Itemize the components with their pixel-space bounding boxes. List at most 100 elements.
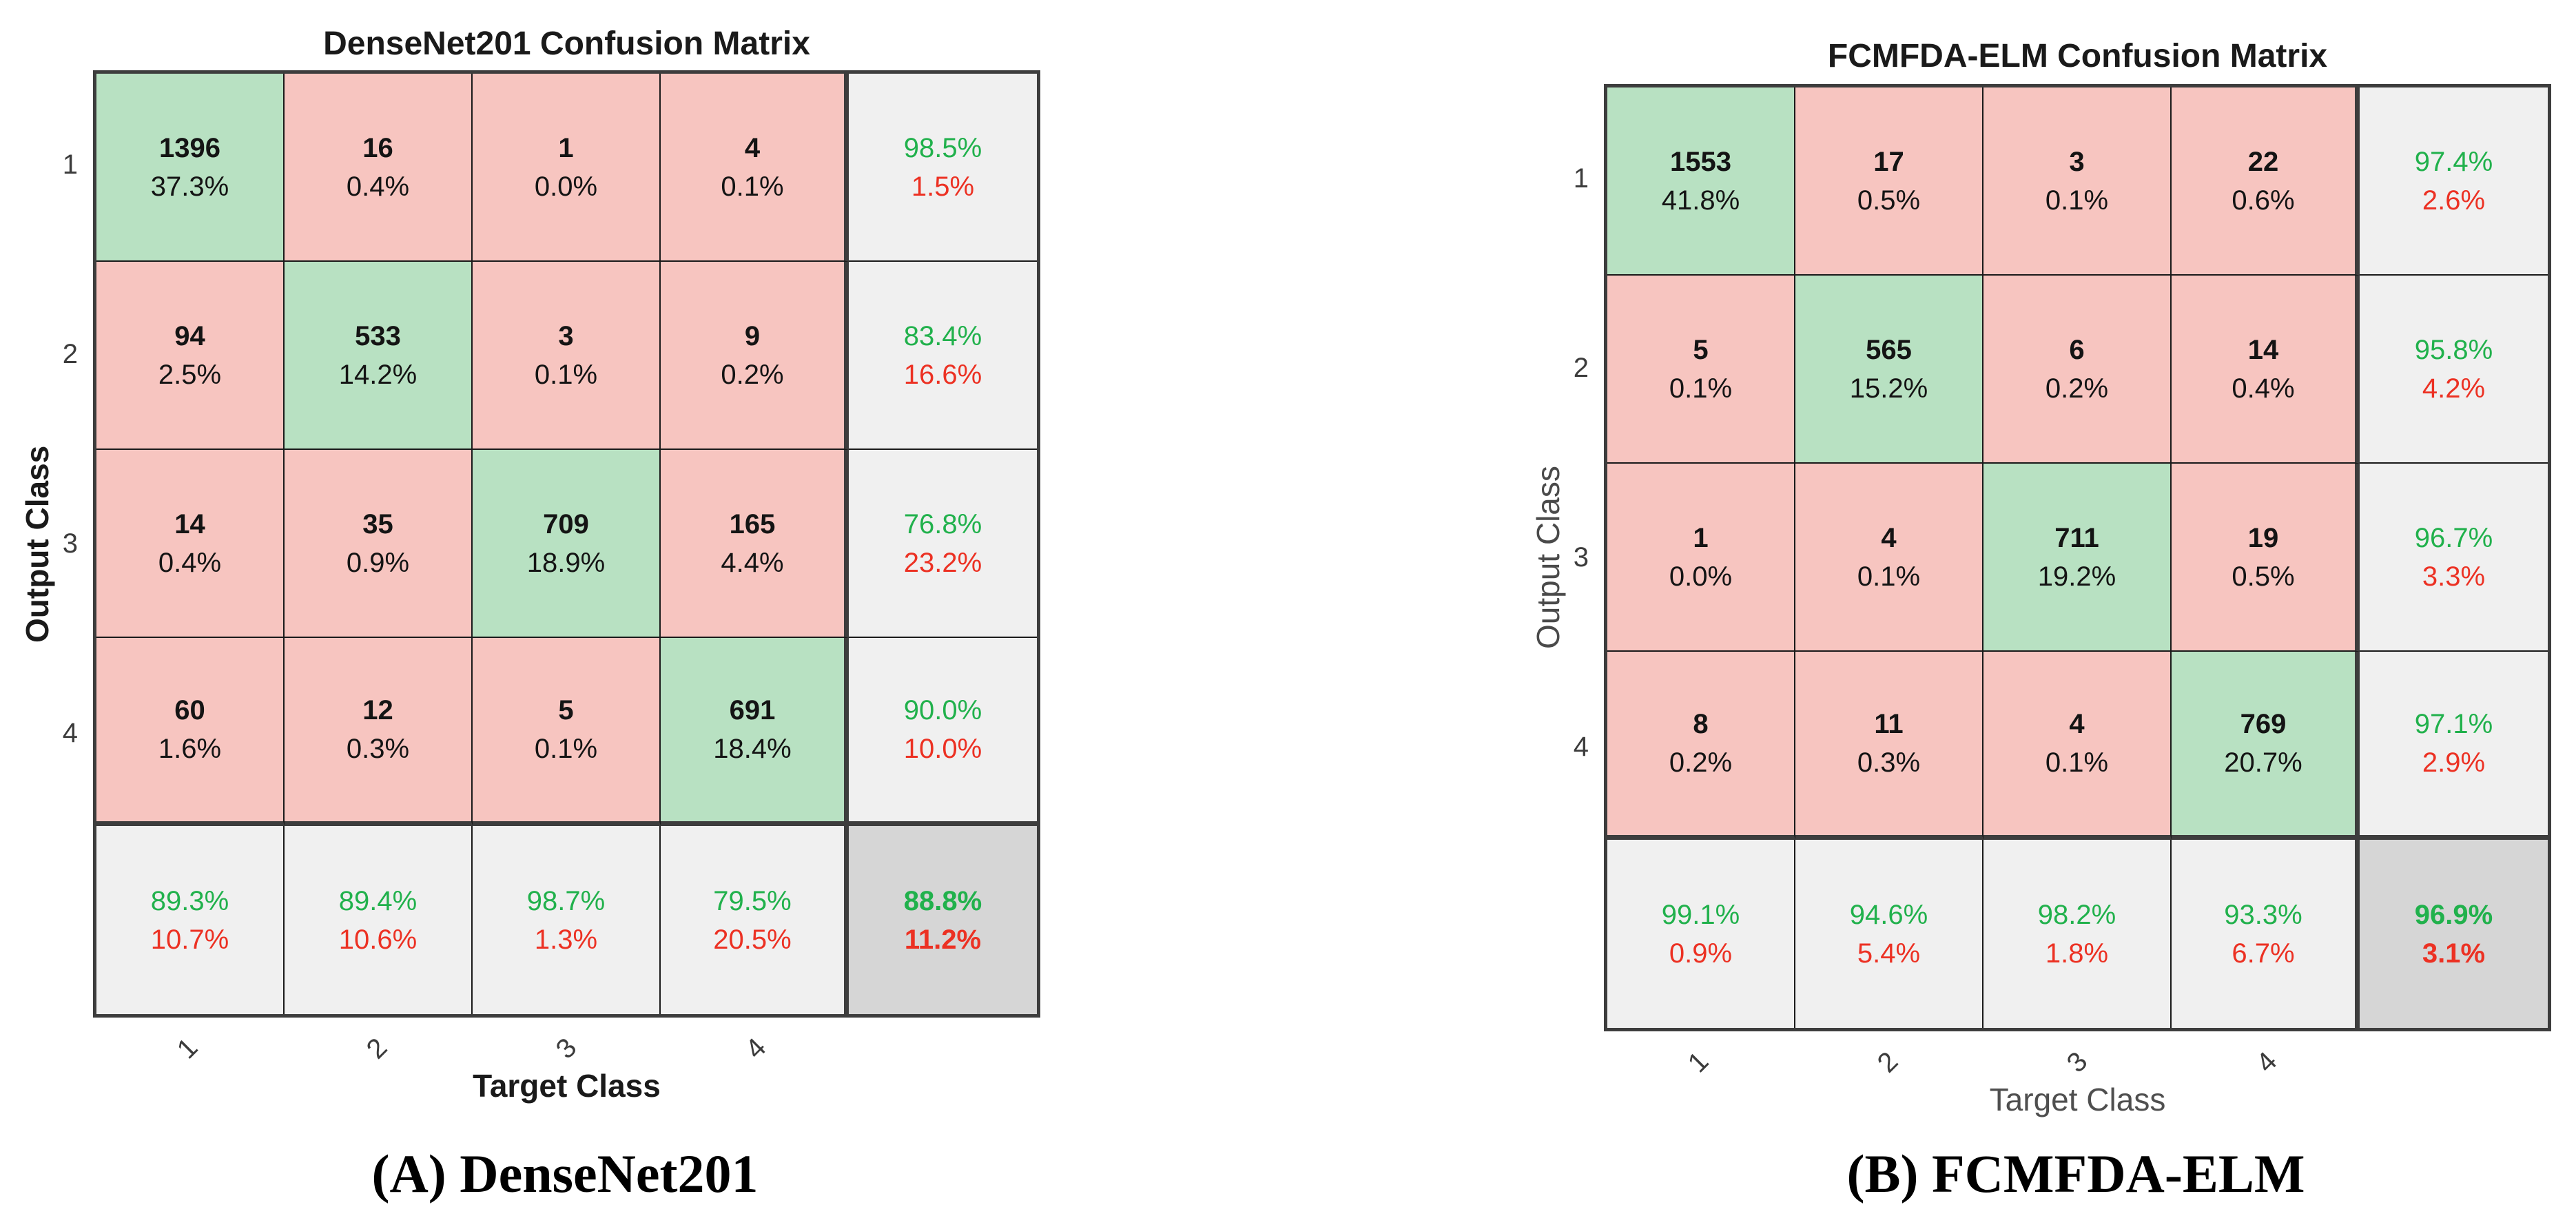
col-summary-1: 89.3% 10.7% — [96, 826, 285, 1014]
cell-count: 4 — [744, 132, 761, 163]
matrix-cell-r3c4: 19 0.5% — [2172, 464, 2360, 652]
cell-percent: 0.4% — [346, 171, 410, 202]
cell-count: 35 — [362, 508, 393, 539]
matrix-cell-r4c3: 4 0.1% — [1983, 652, 2172, 840]
cell-percent: 0.2% — [2045, 373, 2109, 404]
cell-percent: 0.6% — [2232, 185, 2295, 216]
matrix-cell-r2c2: 565 15.2% — [1795, 276, 1983, 464]
x-tick-1: 1 — [171, 1032, 204, 1065]
matrix-cell-r1c4: 4 0.1% — [661, 74, 849, 262]
cell-count: 1 — [558, 132, 574, 163]
cell-count: 709 — [543, 508, 589, 539]
cell-count: 17 — [1873, 146, 1904, 177]
summary-error-pct: 0.9% — [1669, 938, 1733, 969]
y-tick-3: 3 — [1573, 542, 1589, 573]
overall-accuracy-pct: 96.9% — [2414, 899, 2493, 930]
matrix-cell-r3c3: 711 19.2% — [1983, 464, 2172, 652]
cell-percent: 0.2% — [721, 359, 784, 390]
cell-percent: 0.3% — [1857, 747, 1921, 778]
summary-correct-pct: 94.6% — [1849, 899, 1928, 930]
cell-count: 6 — [2069, 334, 2085, 365]
cell-percent: 20.7% — [2224, 747, 2302, 778]
summary-error-pct: 20.5% — [713, 924, 792, 955]
col-summary-4: 79.5% 20.5% — [661, 826, 849, 1014]
x-tick-4: 4 — [739, 1032, 772, 1065]
x-axis-label: Target Class — [473, 1068, 661, 1104]
cell-percent: 18.4% — [713, 734, 792, 764]
summary-correct-pct: 76.8% — [903, 508, 982, 539]
cell-percent: 18.9% — [526, 547, 606, 578]
col-summary-2: 89.4% 10.6% — [285, 826, 473, 1014]
summary-error-pct: 5.4% — [1857, 938, 1921, 969]
overall-accuracy-cell: 88.8% 11.2% — [849, 826, 1037, 1014]
summary-error-pct: 2.9% — [2422, 747, 2486, 778]
summary-correct-pct: 89.4% — [338, 885, 418, 916]
matrix-cell-r3c3: 709 18.9% — [473, 450, 661, 638]
matrix-cell-r2c4: 14 0.4% — [2172, 276, 2360, 464]
cell-percent: 0.4% — [2232, 373, 2295, 404]
cell-count: 3 — [2069, 146, 2085, 177]
summary-error-pct: 6.7% — [2232, 938, 2295, 969]
confusion-matrix-grid: 1553 41.8% 17 0.5% 3 0.1% 22 0.6% 97.4% 2.6% 5 0.1%… — [1604, 84, 2551, 1031]
cell-percent: 0.1% — [1857, 561, 1921, 592]
y-axis-ticks: 1 2 3 4 — [1547, 84, 1589, 1031]
col-summary-2: 94.6% 5.4% — [1795, 840, 1983, 1028]
summary-correct-pct: 96.7% — [2414, 522, 2493, 553]
cell-percent: 15.2% — [1849, 373, 1928, 404]
matrix-cell-r1c1: 1553 41.8% — [1607, 87, 1795, 276]
x-axis-ticks: 1 2 3 4 — [93, 1028, 1040, 1076]
figure-caption: (B) FCMFDA-ELM — [1846, 1144, 2305, 1204]
cell-percent: 0.0% — [1669, 561, 1733, 592]
cell-count: 4 — [2069, 709, 2085, 739]
cell-count: 22 — [2247, 146, 2279, 177]
matrix-cell-r4c1: 60 1.6% — [96, 638, 285, 826]
cell-percent: 0.0% — [534, 171, 598, 202]
cell-percent: 0.1% — [1669, 373, 1733, 404]
overall-accuracy-cell: 96.9% 3.1% — [2360, 840, 2548, 1028]
cell-percent: 0.5% — [2232, 561, 2295, 592]
summary-error-pct: 1.8% — [2045, 938, 2109, 969]
summary-error-pct: 23.2% — [903, 547, 982, 578]
summary-error-pct: 2.6% — [2422, 185, 2486, 216]
y-tick-2: 2 — [1573, 353, 1589, 383]
x-tick-3: 3 — [2061, 1046, 2094, 1079]
matrix-cell-r1c4: 22 0.6% — [2172, 87, 2360, 276]
y-axis-label: Output Class — [19, 445, 55, 643]
cell-count: 14 — [2247, 334, 2279, 365]
cell-count: 769 — [2240, 709, 2287, 739]
cell-percent: 19.2% — [2037, 561, 2116, 592]
summary-error-pct: 16.6% — [903, 359, 982, 390]
row-summary-1: 98.5% 1.5% — [849, 74, 1037, 262]
matrix-cell-r2c4: 9 0.2% — [661, 262, 849, 450]
cell-percent: 14.2% — [338, 359, 418, 390]
matrix-cell-r4c2: 12 0.3% — [285, 638, 473, 826]
row-summary-4: 90.0% 10.0% — [849, 638, 1037, 826]
row-summary-4: 97.1% 2.9% — [2360, 652, 2548, 840]
cell-percent: 0.1% — [721, 171, 784, 202]
summary-error-pct: 1.3% — [534, 924, 598, 955]
cell-percent: 0.9% — [346, 547, 410, 578]
cell-percent: 0.5% — [1857, 185, 1921, 216]
overall-error-pct: 11.2% — [904, 924, 982, 955]
cell-count: 533 — [355, 320, 401, 351]
y-tick-4: 4 — [1573, 732, 1589, 762]
matrix-cell-r2c1: 94 2.5% — [96, 262, 285, 450]
summary-correct-pct: 95.8% — [2414, 334, 2493, 365]
cell-count: 691 — [729, 695, 776, 725]
col-summary-4: 93.3% 6.7% — [2172, 840, 2360, 1028]
matrix-cell-r4c4: 769 20.7% — [2172, 652, 2360, 840]
matrix-cell-r4c4: 691 18.4% — [661, 638, 849, 826]
cell-percent: 0.1% — [2045, 185, 2109, 216]
y-tick-3: 3 — [62, 528, 78, 559]
matrix-cell-r4c1: 8 0.2% — [1607, 652, 1795, 840]
matrix-cell-r1c2: 17 0.5% — [1795, 87, 1983, 276]
y-axis-ticks: 1 2 3 4 — [37, 70, 78, 1018]
cell-count: 1396 — [159, 132, 220, 163]
cell-count: 711 — [2054, 522, 2099, 553]
cell-percent: 0.4% — [158, 547, 222, 578]
cell-count: 165 — [729, 508, 776, 539]
cell-count: 5 — [1693, 334, 1709, 365]
matrix-cell-r2c2: 533 14.2% — [285, 262, 473, 450]
